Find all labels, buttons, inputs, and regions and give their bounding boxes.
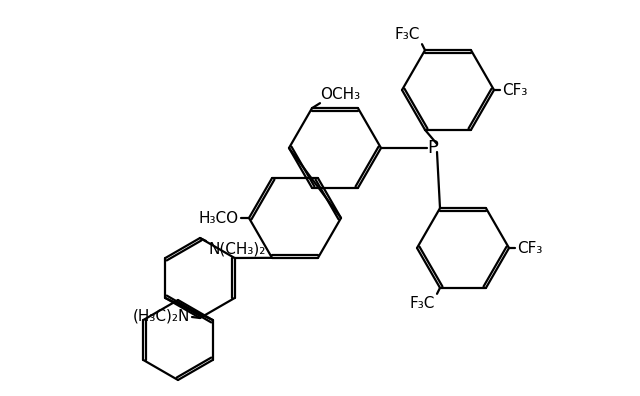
Text: F₃C: F₃C	[410, 296, 435, 311]
Text: H₃CO: H₃CO	[199, 211, 239, 225]
Text: (H₃C)₂N: (H₃C)₂N	[132, 308, 190, 324]
Text: P: P	[428, 139, 438, 157]
Text: CF₃: CF₃	[517, 240, 542, 255]
Text: CF₃: CF₃	[502, 82, 527, 97]
Text: F₃C: F₃C	[395, 27, 420, 42]
Text: OCH₃: OCH₃	[320, 87, 360, 102]
Text: N(CH₃)₂: N(CH₃)₂	[208, 242, 266, 257]
